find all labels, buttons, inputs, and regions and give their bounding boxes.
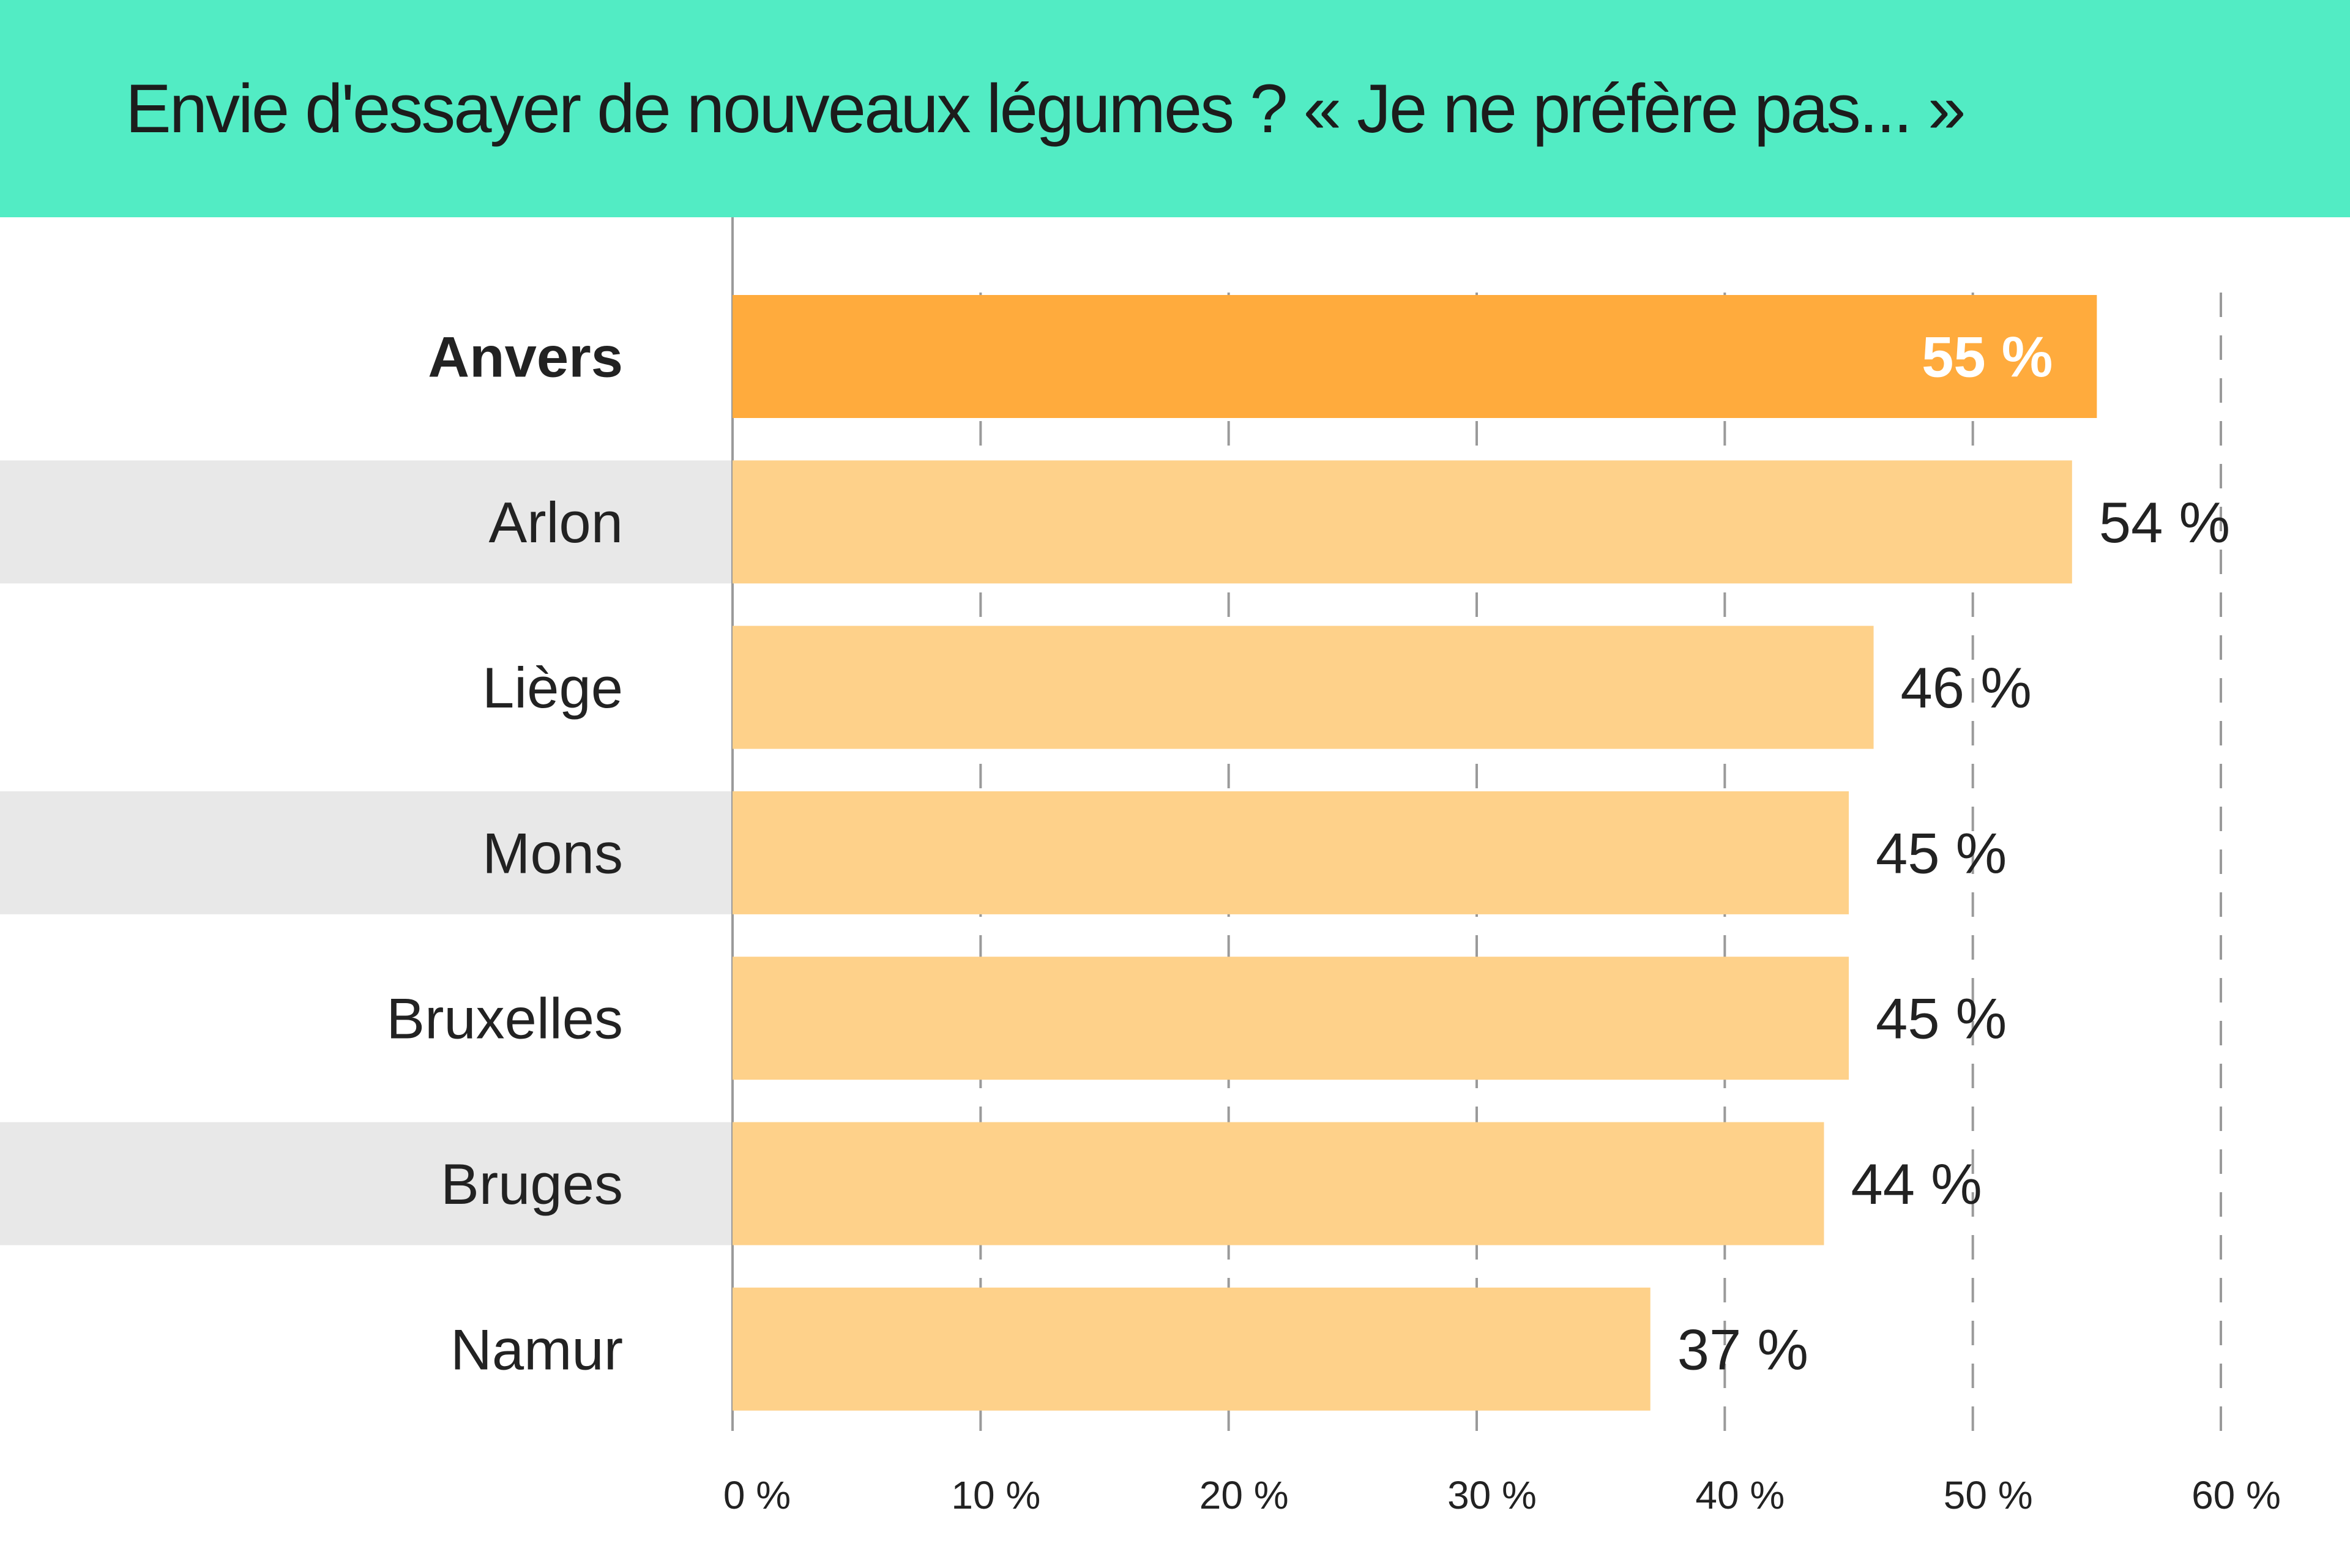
chart-title: Envie d'essayer de nouveaux légumes ? « … (125, 70, 1966, 147)
x-tick-label: 30 % (1447, 1473, 1537, 1517)
category-label: Arlon (489, 490, 623, 554)
value-label: 54 % (2099, 490, 2230, 554)
bar-bruxelles (733, 957, 1849, 1080)
bar-arlon (733, 460, 2072, 584)
x-tick-label: 60 % (2191, 1473, 2281, 1517)
bar-namur (733, 1287, 1651, 1411)
value-label: 37 % (1677, 1317, 1808, 1381)
value-label: 46 % (1901, 655, 2032, 720)
x-tick-label: 20 % (1199, 1473, 1289, 1517)
category-label: Bruges (441, 1152, 623, 1216)
bar-bruges (733, 1122, 1824, 1245)
value-label: 55 % (1922, 325, 2053, 389)
category-label: Mons (482, 821, 623, 885)
value-label: 44 % (1851, 1152, 1982, 1216)
category-label: Bruxelles (386, 987, 623, 1051)
x-tick-label: 40 % (1695, 1473, 1785, 1517)
title-banner: Envie d'essayer de nouveaux légumes ? « … (0, 0, 2350, 217)
bar-anvers (733, 295, 2097, 418)
value-label: 45 % (1876, 821, 2007, 885)
x-tick-label: 50 % (1944, 1473, 2033, 1517)
bar-mons (733, 791, 1849, 914)
category-label: Liège (482, 655, 623, 720)
row-band (0, 791, 733, 914)
row-band (0, 1122, 733, 1245)
x-tick-label: 0 % (723, 1473, 791, 1517)
value-label: 45 % (1876, 987, 2007, 1051)
x-tick-label: 10 % (951, 1473, 1040, 1517)
row-band (0, 460, 733, 584)
category-label: Namur (450, 1317, 623, 1381)
bar-liège (733, 625, 1874, 749)
category-label: Anvers (428, 325, 623, 389)
